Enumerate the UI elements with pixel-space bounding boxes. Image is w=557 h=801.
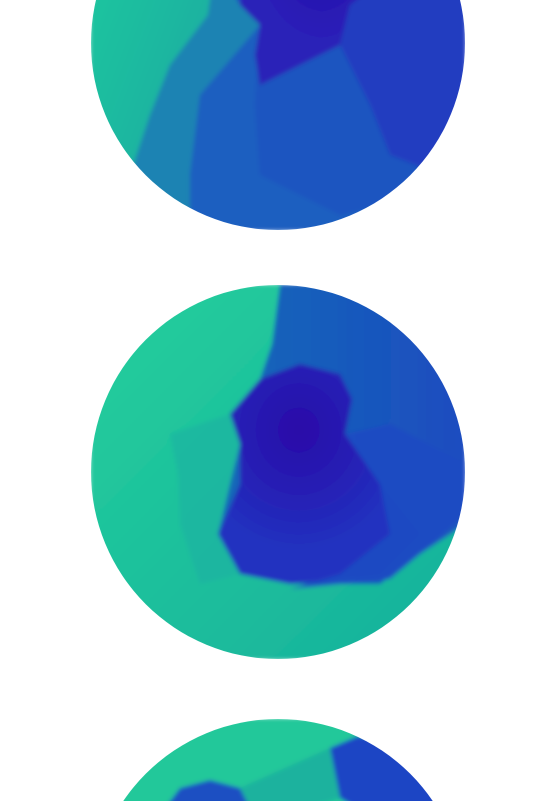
disc-top-graphic [91, 0, 465, 230]
disc-middle-graphic [91, 285, 465, 659]
disc-middle [90, 284, 466, 660]
disc-bottom [90, 718, 466, 801]
disc-bottom-graphic [91, 719, 465, 801]
disc-top [90, 0, 466, 231]
